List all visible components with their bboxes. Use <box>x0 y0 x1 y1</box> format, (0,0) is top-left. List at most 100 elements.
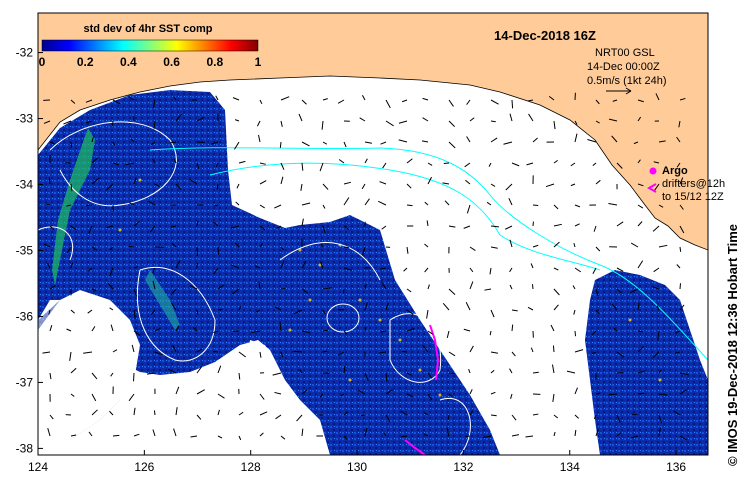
current-vector <box>469 117 475 122</box>
current-vector <box>125 162 135 166</box>
current-vector <box>398 120 408 124</box>
current-vector <box>637 116 642 122</box>
current-vector <box>280 287 286 290</box>
land-coastline <box>38 13 708 251</box>
colorbar-tick-label: 1 <box>255 55 262 69</box>
current-vector <box>238 435 242 441</box>
y-tick-label: -36 <box>16 309 34 323</box>
y-tick-label: -37 <box>16 375 34 389</box>
current-vector <box>279 322 282 332</box>
current-vector <box>149 225 156 233</box>
current-vector <box>280 120 283 127</box>
current-vector <box>322 98 328 101</box>
current-vector <box>511 324 514 332</box>
current-vector <box>234 242 240 248</box>
current-vector <box>70 99 76 104</box>
current-vector <box>489 330 492 336</box>
current-vector <box>380 330 387 333</box>
current-vector <box>133 433 140 437</box>
current-vector <box>531 284 534 290</box>
current-vector <box>319 393 324 398</box>
current-vector <box>238 351 247 358</box>
current-vector <box>154 327 161 332</box>
current-vector <box>217 393 225 399</box>
current-vector <box>259 242 263 248</box>
current-vector <box>510 393 513 399</box>
current-vector <box>213 221 219 227</box>
current-vector <box>548 95 555 101</box>
y-axis-ticks: -32 -33 -34 -35 -36 -37 -38 <box>16 46 43 455</box>
current-vector <box>49 414 54 420</box>
current-vector <box>424 201 429 206</box>
current-vector <box>153 120 156 129</box>
current-vector <box>637 159 641 164</box>
current-vector <box>196 348 203 353</box>
current-vector <box>232 288 240 295</box>
current-vector <box>652 225 660 232</box>
current-vector <box>152 429 156 437</box>
current-vector <box>509 267 513 273</box>
current-vector <box>469 410 474 416</box>
current-vector <box>658 427 661 437</box>
current-vector <box>110 324 114 332</box>
current-vector <box>91 177 99 185</box>
current-vector <box>338 159 345 164</box>
current-vector <box>109 267 114 277</box>
argo-drifter-tracks <box>404 324 440 455</box>
current-vector <box>595 246 601 252</box>
current-vector <box>217 284 225 290</box>
current-vector <box>217 435 223 439</box>
current-vector <box>637 99 644 103</box>
current-vector <box>380 141 387 145</box>
current-vector <box>212 350 219 353</box>
current-vector <box>490 99 499 105</box>
current-vector <box>70 183 73 192</box>
current-vector <box>587 139 597 143</box>
current-vector <box>616 221 624 227</box>
current-vector <box>322 329 328 332</box>
current-vector <box>490 369 495 374</box>
current-vector <box>403 267 408 272</box>
current-vector <box>385 120 394 127</box>
current-vector <box>299 369 303 374</box>
current-vector <box>70 434 77 437</box>
current-vector <box>196 414 202 420</box>
current-vector <box>301 202 311 206</box>
current-vector <box>259 411 268 416</box>
current-vector <box>301 389 308 395</box>
current-vector <box>612 99 618 102</box>
current-vector <box>274 204 282 209</box>
current-vector <box>490 309 495 318</box>
current-vector <box>511 99 514 109</box>
current-vector <box>422 344 429 353</box>
current-vector <box>133 330 141 337</box>
current-vector <box>154 351 164 356</box>
current-vector <box>658 204 664 208</box>
current-vector <box>301 261 307 269</box>
current-vector <box>532 137 538 143</box>
current-vector <box>42 351 51 354</box>
current-vector <box>213 330 219 334</box>
argo-label: Argo <box>662 165 688 177</box>
current-vector <box>591 330 597 336</box>
current-vector <box>301 428 304 437</box>
current-vector <box>675 330 681 334</box>
current-vector <box>112 434 120 437</box>
current-vector <box>553 223 562 227</box>
current-vector <box>532 244 539 248</box>
current-vector <box>406 158 413 164</box>
current-vector <box>511 351 516 357</box>
current-vector <box>146 372 156 375</box>
current-vector <box>490 183 496 187</box>
current-vector <box>280 246 285 251</box>
current-vector <box>172 344 177 353</box>
current-vector <box>679 204 684 210</box>
current-vector <box>469 345 474 353</box>
current-vector <box>91 372 98 380</box>
y-tick-label: -34 <box>16 178 34 192</box>
current-vector <box>66 204 72 207</box>
current-vector <box>322 225 326 234</box>
current-vector <box>107 283 114 290</box>
current-vector <box>553 288 560 296</box>
